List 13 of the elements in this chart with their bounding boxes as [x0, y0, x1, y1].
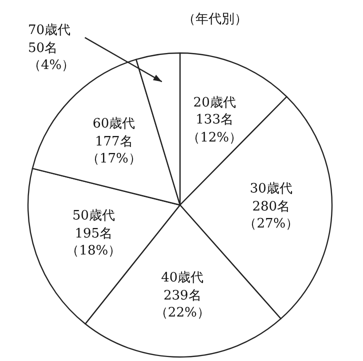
data-label: 195名（18%）: [66, 226, 122, 261]
slice-label: 30歳代: [248, 181, 294, 199]
slice-label: 60歳代: [92, 116, 136, 134]
chart-title: （年代別）: [182, 11, 248, 28]
data-label: 239名（22%）: [154, 287, 210, 322]
data-label: 280名（27%）: [243, 198, 300, 234]
data-label: 50名（4%）: [28, 40, 76, 75]
slice-label: 70歳代: [28, 22, 72, 40]
slice-label: 20歳代: [192, 94, 237, 112]
slice-label: 40歳代: [160, 270, 205, 288]
data-label: 133名（12%）: [186, 112, 243, 147]
slice-label: 50歳代: [71, 208, 116, 226]
data-label: 177名（17%）: [86, 133, 142, 168]
